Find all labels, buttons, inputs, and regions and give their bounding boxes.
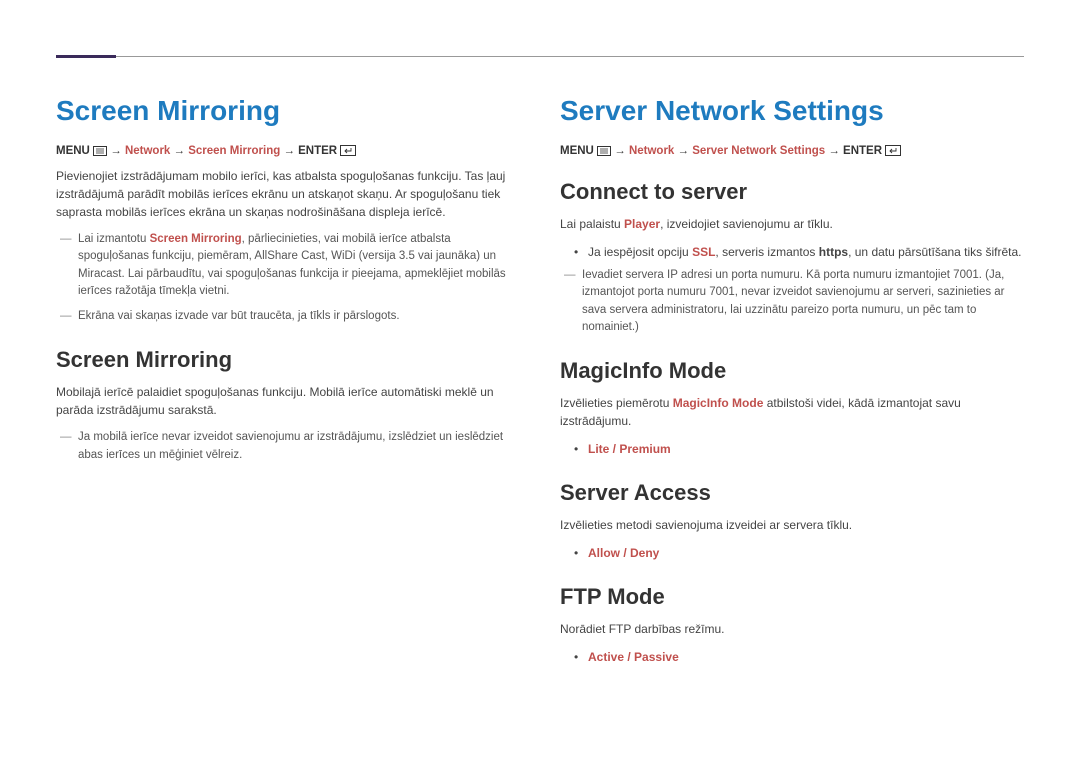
menu-path-server-network: MENU → Network → Server Network Settings…	[560, 145, 1024, 157]
menu-item-label: Screen Mirroring	[188, 145, 280, 157]
ssl-hl: SSL	[692, 245, 715, 259]
connect-to-server-heading: Connect to server	[560, 179, 1024, 205]
option-separator: /	[620, 546, 630, 560]
connect-hl: Player	[624, 217, 660, 231]
option-separator: /	[624, 650, 634, 664]
menu-label: MENU	[56, 145, 93, 157]
lite-option: Lite	[588, 442, 609, 456]
menu-item-label: Server Network Settings	[692, 145, 825, 157]
magicinfo-heading: MagicInfo Mode	[560, 358, 1024, 384]
menu-enter-label: ENTER	[298, 145, 340, 157]
passive-option: Passive	[634, 650, 679, 664]
screen-mirroring-intro: Pievienojiet izstrādājumam mobilo ierīci…	[56, 167, 520, 221]
menu-label: MENU	[560, 145, 597, 157]
enter-icon	[885, 145, 901, 156]
enter-icon	[340, 145, 356, 156]
note-text-pre: Lai izmantotu	[78, 233, 150, 245]
connect-body: Lai palaistu Player, izveidojiet savieno…	[560, 215, 1024, 233]
menu-arrow: →	[674, 145, 692, 157]
ftp-mode-heading: FTP Mode	[560, 584, 1024, 610]
allow-option: Allow	[588, 546, 620, 560]
premium-option: Premium	[619, 442, 670, 456]
menu-arrow: →	[611, 145, 629, 157]
server-access-body: Izvēlieties metodi savienojuma izveidei …	[560, 516, 1024, 534]
right-column: Server Network Settings MENU → Network →…	[560, 95, 1024, 672]
ssl-post: , un datu pārsūtīšana tiks šifrēta.	[848, 245, 1021, 259]
screen-mirroring-heading: Screen Mirroring	[56, 95, 520, 127]
menu-arrow: →	[825, 145, 843, 157]
magicinfo-options: Lite / Premium	[560, 440, 1024, 458]
ftp-mode-body: Norādiet FTP darbības režīmu.	[560, 620, 1024, 638]
ssl-bullet: Ja iespējosit opciju SSL, serveris izman…	[560, 243, 1024, 261]
magic-pre: Izvēlieties piemērotu	[560, 396, 673, 410]
menu-icon	[93, 146, 107, 156]
screen-mirroring-body: Mobilajā ierīcē palaidiet spoguļošanas f…	[56, 383, 520, 419]
left-column: Screen Mirroring MENU → Network → Screen…	[56, 95, 520, 672]
menu-enter-label: ENTER	[843, 145, 885, 157]
https-bold: https	[819, 245, 848, 259]
note-highlight: Screen Mirroring	[150, 233, 242, 245]
server-access-options: Allow / Deny	[560, 544, 1024, 562]
menu-network-label: Network	[629, 145, 674, 157]
page-content: Screen Mirroring MENU → Network → Screen…	[56, 95, 1024, 672]
magic-hl: MagicInfo Mode	[673, 396, 764, 410]
header-rule	[56, 56, 1024, 57]
ssl-mid: , serveris izmantos	[715, 245, 818, 259]
server-access-heading: Server Access	[560, 480, 1024, 506]
ftp-mode-options: Active / Passive	[560, 648, 1024, 666]
screen-mirroring-subheading: Screen Mirroring	[56, 347, 520, 373]
option-separator: /	[609, 442, 619, 456]
ssl-pre: Ja iespējosit opciju	[588, 245, 692, 259]
screen-mirroring-note-2: Ekrāna vai skaņas izvade var būt traucēt…	[56, 308, 520, 325]
menu-arrow: →	[170, 145, 188, 157]
header-accent-bar	[56, 55, 116, 58]
menu-icon	[597, 146, 611, 156]
connect-post: , izveidojiet savienojumu ar tīklu.	[660, 217, 833, 231]
menu-arrow: →	[107, 145, 125, 157]
deny-option: Deny	[630, 546, 659, 560]
server-ip-note: Ievadiet servera IP adresi un porta numu…	[560, 267, 1024, 336]
server-network-heading: Server Network Settings	[560, 95, 1024, 127]
menu-network-label: Network	[125, 145, 170, 157]
connect-pre: Lai palaistu	[560, 217, 624, 231]
menu-arrow: →	[280, 145, 298, 157]
screen-mirroring-retry-note: Ja mobilā ierīce nevar izveidot savienoj…	[56, 429, 520, 464]
active-option: Active	[588, 650, 624, 664]
menu-path-screen-mirroring: MENU → Network → Screen Mirroring → ENTE…	[56, 145, 520, 157]
screen-mirroring-note-1: Lai izmantotu Screen Mirroring, pārlieci…	[56, 231, 520, 300]
magicinfo-body: Izvēlieties piemērotu MagicInfo Mode atb…	[560, 394, 1024, 430]
